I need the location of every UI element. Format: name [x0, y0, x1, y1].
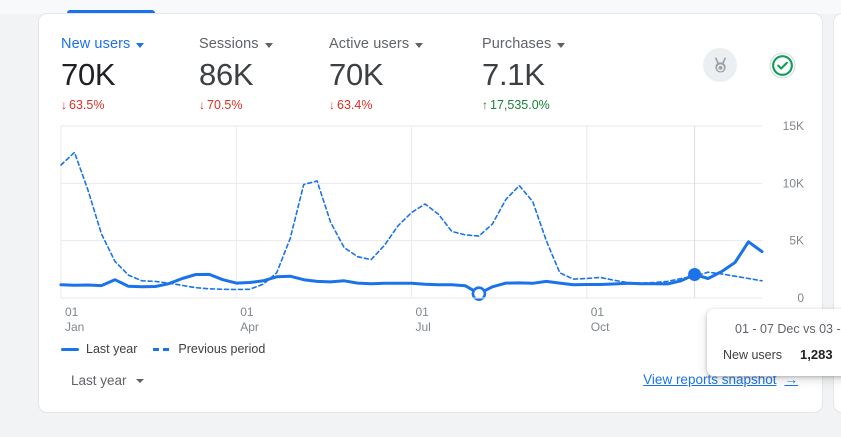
- metric-value: 70K: [329, 57, 384, 92]
- metric-label: Sessions: [199, 36, 259, 52]
- date-range-selector[interactable]: Last year: [71, 373, 144, 388]
- metric-value: 7.1K: [482, 57, 545, 92]
- analytics-overview-card: New users 70K ↓ 63.5% Sessions 86K ↓ 70.5% Activ…: [38, 13, 823, 413]
- metric-value: 86K: [199, 57, 254, 92]
- metric-selector[interactable]: New users: [61, 34, 145, 54]
- metric-delta-value: 17,535.0%: [490, 98, 550, 112]
- y-axis-tick-label: 5K: [789, 234, 804, 248]
- metrics-row: New users 70K ↓ 63.5% Sessions 86K ↓ 70.5% Activ…: [39, 14, 822, 112]
- metric-delta-value: 63.5%: [69, 98, 105, 112]
- metric-card-sessions[interactable]: Sessions 86K ↓ 70.5%: [199, 34, 273, 113]
- metric-card-active-users[interactable]: Active users 70K ↓ 63.4%: [329, 34, 424, 113]
- chevron-down-icon: [135, 378, 144, 383]
- metric-card-new-users[interactable]: New users 70K ↓ 63.5%: [61, 34, 145, 113]
- medal-icon[interactable]: [703, 48, 737, 82]
- metric-delta-value: 63.4%: [337, 98, 373, 112]
- legend-swatch: [61, 347, 79, 351]
- check-circle-icon[interactable]: [767, 50, 797, 80]
- metric-label: Purchases: [482, 36, 552, 52]
- metric-delta: ↓ 70.5%: [199, 97, 273, 113]
- active-tab-indicator[interactable]: [67, 10, 155, 14]
- card-footer: Last year View reports snapshot →: [39, 356, 822, 412]
- metric-delta: ↓ 63.4%: [329, 97, 423, 113]
- date-range-label: Last year: [71, 373, 127, 388]
- chevron-down-icon: [415, 42, 424, 48]
- chevron-down-icon: [264, 42, 273, 48]
- tooltip-metric-label: New users: [723, 348, 783, 362]
- metric-selector[interactable]: Active users: [329, 34, 424, 54]
- x-axis-tick-day: 01: [240, 305, 254, 319]
- tooltip-metric-row: New users 1,283: [723, 347, 841, 362]
- arrow-down-icon: ↓: [329, 98, 335, 112]
- metric-delta: ↓ 63.5%: [61, 97, 144, 113]
- x-axis-tick-month: Oct: [591, 320, 610, 334]
- x-axis-tick-day: 01: [591, 305, 605, 319]
- hover-point-marker: [688, 267, 702, 281]
- x-axis-tick-day: 01: [65, 305, 79, 319]
- legend-swatch: [153, 347, 172, 351]
- x-axis-tick-day: 01: [416, 305, 430, 319]
- x-axis-tick-month: Apr: [240, 320, 259, 334]
- x-axis-tick-month: Jan: [65, 320, 84, 334]
- x-axis-tick-month: Jul: [416, 320, 431, 334]
- metric-selector[interactable]: Sessions: [199, 34, 273, 54]
- metric-delta-value: 70.5%: [207, 98, 243, 112]
- arrow-down-icon: ↓: [199, 98, 205, 112]
- legend-item-last-year[interactable]: Last year: [61, 342, 137, 356]
- tooltip-metric-value: 1,283: [800, 347, 833, 362]
- y-axis-tick-label: 10K: [783, 176, 804, 190]
- header-icon-group: [703, 48, 822, 82]
- chart-legend: Last year Previous period: [61, 342, 265, 356]
- chart-hover-tooltip: 01 - 07 Dec vs 03 - 09 D New users 1,283: [707, 309, 841, 376]
- arrow-up-icon: ↑: [482, 98, 488, 112]
- legend-label: Previous period: [178, 342, 266, 356]
- series-line-previous-period: [60, 151, 763, 291]
- metric-label: New users: [61, 36, 131, 52]
- chevron-down-icon: [557, 42, 566, 48]
- metric-card-purchases[interactable]: Purchases 7.1K ↑ 17,535.0%: [482, 34, 566, 113]
- y-axis-tick-label: 15K: [783, 119, 804, 133]
- low-point-marker: [471, 286, 487, 301]
- chevron-down-icon: [136, 42, 145, 48]
- metric-delta: ↑ 17,535.0%: [482, 97, 565, 113]
- series-line-last-year: [59, 240, 764, 296]
- legend-item-previous-period[interactable]: Previous period: [153, 342, 265, 356]
- metric-selector[interactable]: Purchases: [482, 34, 566, 54]
- arrow-down-icon: ↓: [61, 98, 67, 112]
- tooltip-date-range: 01 - 07 Dec vs 03 - 09 D: [735, 322, 841, 336]
- y-axis-tick-label: 0: [797, 291, 804, 305]
- metric-label: Active users: [329, 36, 410, 52]
- metric-value: 70K: [61, 57, 116, 92]
- tab-strip: [0, 0, 841, 14]
- legend-label: Last year: [86, 342, 138, 356]
- trend-chart[interactable]: 0 5K 10K 15K 01 Jan 01 Apr 01 Jul 01 Oct: [39, 114, 822, 346]
